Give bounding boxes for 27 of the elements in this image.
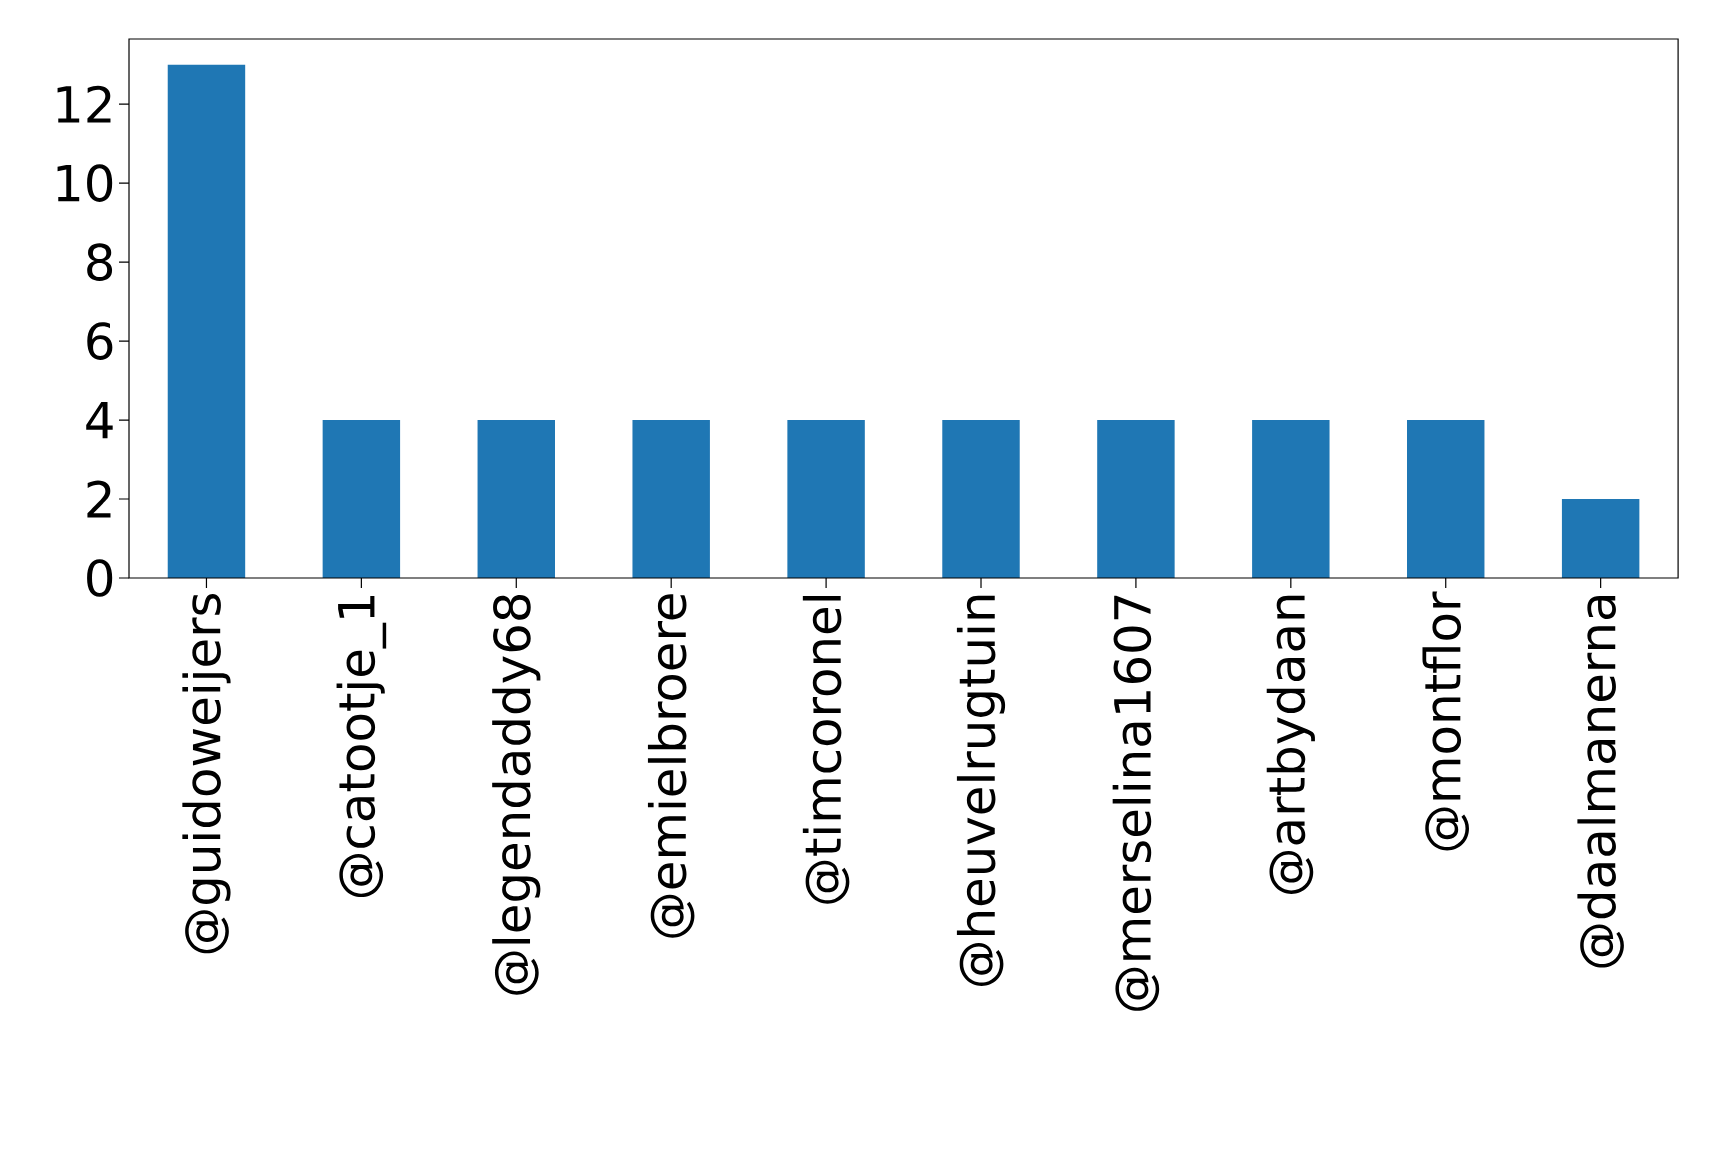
bar [942, 420, 1020, 578]
bar [1407, 420, 1485, 578]
y-tick-label: 8 [87, 243, 113, 281]
x-tick-label: @heuvelrugtuin [956, 595, 1006, 986]
bar [1252, 420, 1330, 578]
y-tick-label: 4 [86, 401, 113, 439]
y-tick-label: 6 [87, 322, 113, 360]
x-tick-label: @daalmanerna [1577, 595, 1624, 968]
x-tick-label: @montflor [1422, 591, 1469, 851]
bar [1561, 499, 1640, 578]
bar [1097, 420, 1175, 578]
x-tick-label: @legendaddy68 [492, 594, 541, 995]
x-tick-label: @timcoronel [802, 596, 850, 904]
y-tick-label: 10 [57, 164, 113, 202]
x-tick-label: @emielbroere [647, 594, 695, 938]
y-tick-label: 12 [57, 85, 111, 123]
bar [787, 420, 865, 578]
x-tick-label: @artbydaan [1266, 595, 1315, 894]
bar [477, 420, 555, 578]
x-tick-label: @guidoweijers [182, 593, 231, 954]
x-tick-label: @merselina1607 [1112, 595, 1160, 1011]
y-tick-label: 2 [87, 480, 111, 518]
y-tick-label: 0 [87, 559, 113, 597]
bar [322, 420, 401, 578]
x-tick-label: @catootje_1 [336, 596, 387, 898]
bar [167, 64, 246, 578]
bar [632, 420, 710, 578]
